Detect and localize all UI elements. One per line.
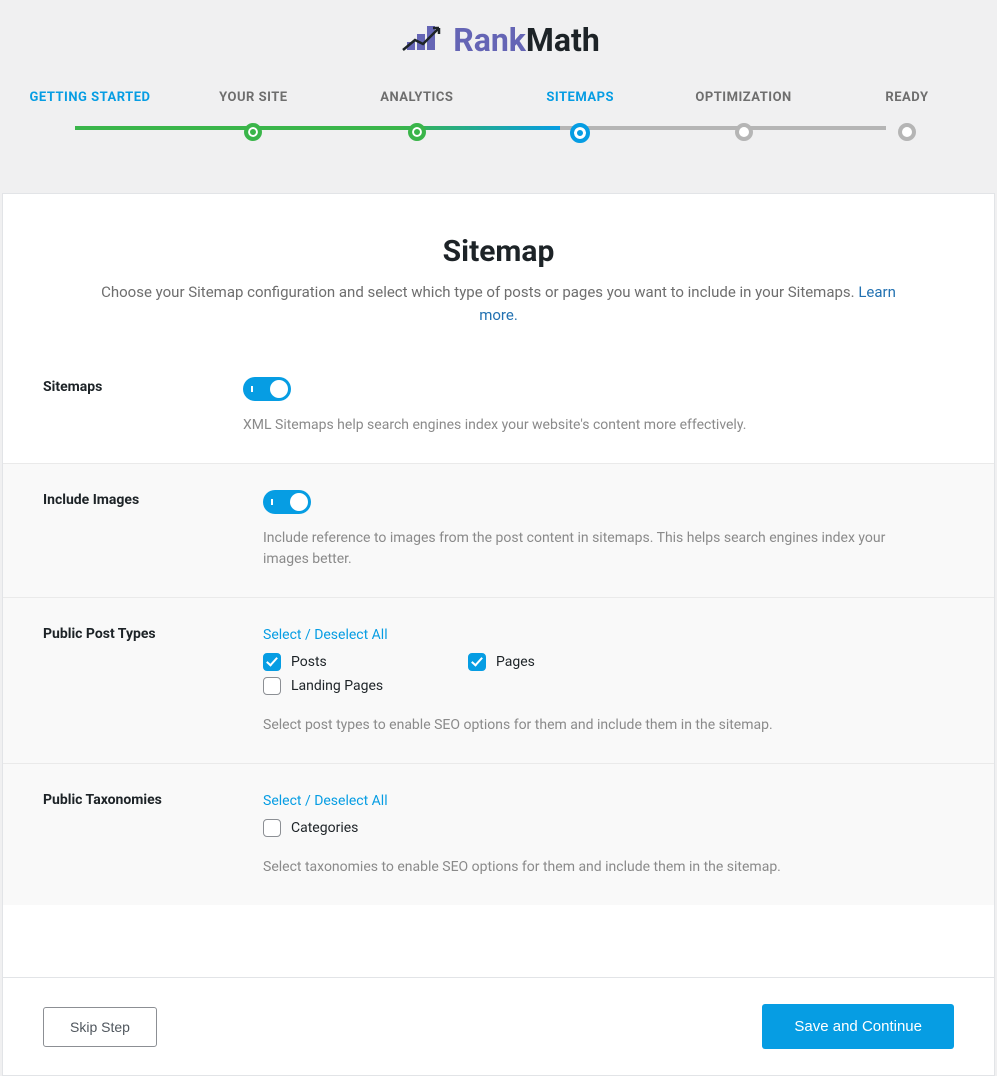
logo: RankMath (397, 20, 600, 60)
step-ready[interactable]: READY (827, 90, 987, 141)
step-dot-icon (408, 123, 426, 141)
step-label: GETTING STARTED (30, 90, 151, 105)
rankmath-logo-icon (397, 20, 445, 60)
setting-body: Select / Deselect All Posts Landing Page… (243, 624, 954, 735)
save-continue-button[interactable]: Save and Continue (762, 1004, 954, 1049)
setting-taxonomies: Public Taxonomies Select / Deselect All … (3, 763, 994, 905)
sitemaps-toggle[interactable] (243, 377, 291, 401)
setting-help: Include reference to images from the pos… (263, 528, 903, 569)
setting-help: Select post types to enable SEO options … (263, 715, 954, 735)
step-sitemaps[interactable]: SITEMAPS (500, 90, 660, 143)
checkbox-grid: Posts Landing Pages Pages (263, 653, 954, 701)
step-getting-started[interactable]: GETTING STARTED (10, 90, 170, 141)
wizard-stepper: GETTING STARTED YOUR SITE ANALYTICS SITE… (0, 90, 997, 193)
setting-include-images: Include Images Include reference to imag… (3, 463, 994, 597)
include-images-toggle[interactable] (263, 490, 311, 514)
setting-label: Sitemaps (43, 377, 243, 435)
checkbox-label: Categories (291, 820, 358, 836)
setting-body: Include reference to images from the pos… (243, 490, 954, 569)
checkbox-landing-pages[interactable]: Landing Pages (263, 677, 468, 695)
setting-help: Select taxonomies to enable SEO options … (263, 857, 954, 877)
select-deselect-all-link[interactable]: Select / Deselect All (263, 627, 388, 643)
checkbox-grid: Categories (263, 819, 954, 843)
step-dot-icon (570, 123, 590, 143)
setting-body: XML Sitemaps help search engines index y… (243, 377, 954, 435)
checkbox-icon (468, 653, 486, 671)
page-description: Choose your Sitemap configuration and se… (83, 281, 914, 326)
description-text: Choose your Sitemap configuration and se… (101, 283, 858, 301)
checkbox-categories[interactable]: Categories (263, 819, 468, 837)
logo-text: RankMath (453, 21, 600, 59)
card-header: Sitemap Choose your Sitemap configuratio… (3, 194, 994, 351)
checkbox-icon (263, 819, 281, 837)
logo-math: Math (526, 21, 600, 59)
step-label: SITEMAPS (546, 90, 614, 105)
header: RankMath (0, 0, 997, 90)
step-dot-icon (244, 123, 262, 141)
setting-sitemaps: Sitemaps XML Sitemaps help search engine… (3, 351, 994, 463)
logo-rank: Rank (453, 21, 526, 59)
step-optimization[interactable]: OPTIMIZATION (664, 90, 824, 141)
checkbox-pages[interactable]: Pages (468, 653, 673, 671)
setting-post-types: Public Post Types Select / Deselect All … (3, 597, 994, 763)
setting-help: XML Sitemaps help search engines index y… (243, 415, 954, 435)
step-your-site[interactable]: YOUR SITE (173, 90, 333, 141)
step-dot-icon (735, 123, 753, 141)
step-dot-icon (898, 123, 916, 141)
checkbox-label: Posts (291, 654, 327, 670)
setting-label: Public Post Types (43, 624, 243, 735)
checkbox-label: Pages (496, 654, 535, 670)
step-analytics[interactable]: ANALYTICS (337, 90, 497, 141)
select-deselect-all-link[interactable]: Select / Deselect All (263, 793, 388, 809)
checkbox-icon (263, 677, 281, 695)
checkbox-posts[interactable]: Posts (263, 653, 468, 671)
card-footer: Skip Step Save and Continue (3, 977, 994, 1075)
step-label: ANALYTICS (380, 90, 453, 105)
setting-label: Include Images (43, 490, 243, 569)
setting-label: Public Taxonomies (43, 790, 243, 877)
step-label: OPTIMIZATION (695, 90, 791, 105)
step-label: YOUR SITE (219, 90, 287, 105)
checkbox-icon (263, 653, 281, 671)
wizard-card: Sitemap Choose your Sitemap configuratio… (2, 193, 995, 1076)
step-label: READY (885, 90, 928, 105)
skip-step-button[interactable]: Skip Step (43, 1007, 157, 1047)
page-title: Sitemap (83, 234, 914, 269)
setting-body: Select / Deselect All Categories Select … (243, 790, 954, 877)
checkbox-label: Landing Pages (291, 678, 383, 694)
